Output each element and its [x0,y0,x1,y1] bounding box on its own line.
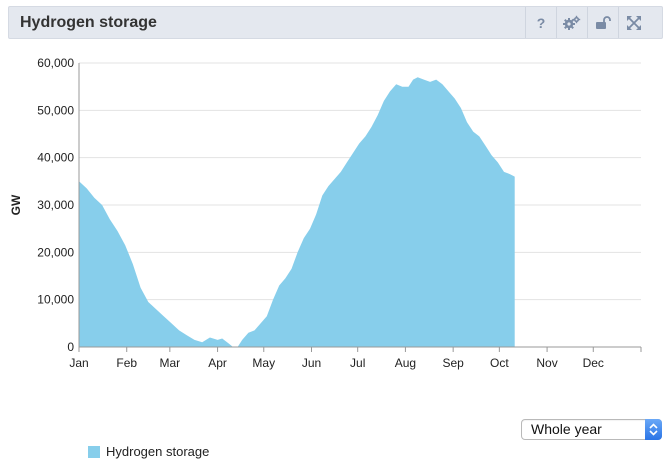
y-tick-label: 20,000 [37,245,74,259]
legend-label[interactable]: Hydrogen storage [106,444,210,459]
y-tick-label: 50,000 [37,103,74,117]
unlock-icon [595,15,611,29]
x-tick-label: Oct [490,356,509,370]
help-glyph: ? [536,16,545,30]
x-tick-label: Aug [395,356,416,370]
y-axis-label: GW [9,194,23,215]
x-tick-label: Jul [350,356,365,370]
unlock-button[interactable] [587,7,617,38]
fullscreen-icon [626,15,641,30]
legend-swatch [88,445,100,458]
x-tick-label: Apr [208,356,227,370]
settings-button[interactable] [556,7,586,38]
chart-header: Hydrogen storage ? [8,6,663,39]
series-area-layer [79,77,515,347]
period-select-value: Whole year [531,421,602,437]
x-tick-label: Jan [69,356,88,370]
y-tick-label: 10,000 [37,293,74,307]
y-tick-label: 0 [67,340,74,354]
chart-title: Hydrogen storage [20,14,157,31]
y-tick-label: 60,000 [37,56,74,70]
x-tick-label: Mar [160,356,181,370]
y-tick-label: 40,000 [37,151,74,165]
settings-icon [562,15,580,30]
y-tick-labels: 0 10,000 20,000 30,000 40,000 50,000 60,000 [37,56,74,354]
x-tick-label: Dec [583,356,604,370]
help-icon: ? [536,16,545,30]
x-tick-labels: Jan Feb Mar Apr May Jun Jul Aug Sep Oct Nov Dec [69,347,604,370]
y-tick-label: 30,000 [37,198,74,212]
select-arrows-icon [645,419,662,440]
x-tick-label: Nov [536,356,557,370]
period-select[interactable]: Whole year [521,419,662,440]
x-tick-label: Sep [442,356,464,370]
x-tick-label: May [252,356,275,370]
fullscreen-button[interactable] [618,7,648,38]
legend: Hydrogen storage [88,444,209,459]
help-button[interactable]: ? [525,7,555,38]
chart-canvas: 0 10,000 20,000 30,000 40,000 50,000 60,000 Ja… [9,56,642,370]
series-area-hydrogen-storage[interactable] [79,77,515,347]
x-tick-label: Jun [302,356,321,370]
x-tick-label: Feb [116,356,137,370]
